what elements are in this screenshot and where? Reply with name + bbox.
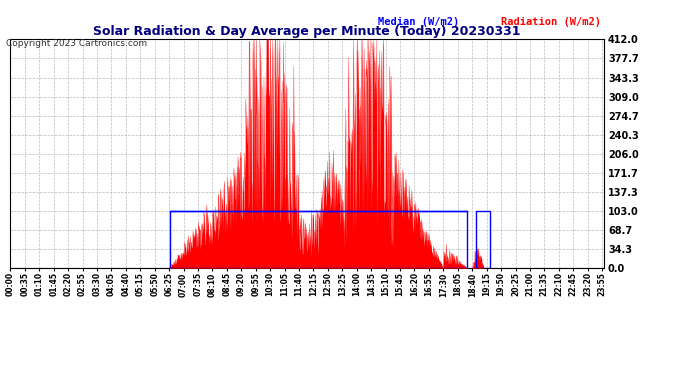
Bar — [475, 211, 489, 268]
Bar — [170, 211, 467, 268]
Text: Median (W/m2): Median (W/m2) — [378, 17, 460, 27]
Text: Copyright 2023 Cartronics.com: Copyright 2023 Cartronics.com — [6, 39, 147, 48]
Text: Radiation (W/m2): Radiation (W/m2) — [501, 17, 601, 27]
Title: Solar Radiation & Day Average per Minute (Today) 20230331: Solar Radiation & Day Average per Minute… — [93, 25, 521, 38]
